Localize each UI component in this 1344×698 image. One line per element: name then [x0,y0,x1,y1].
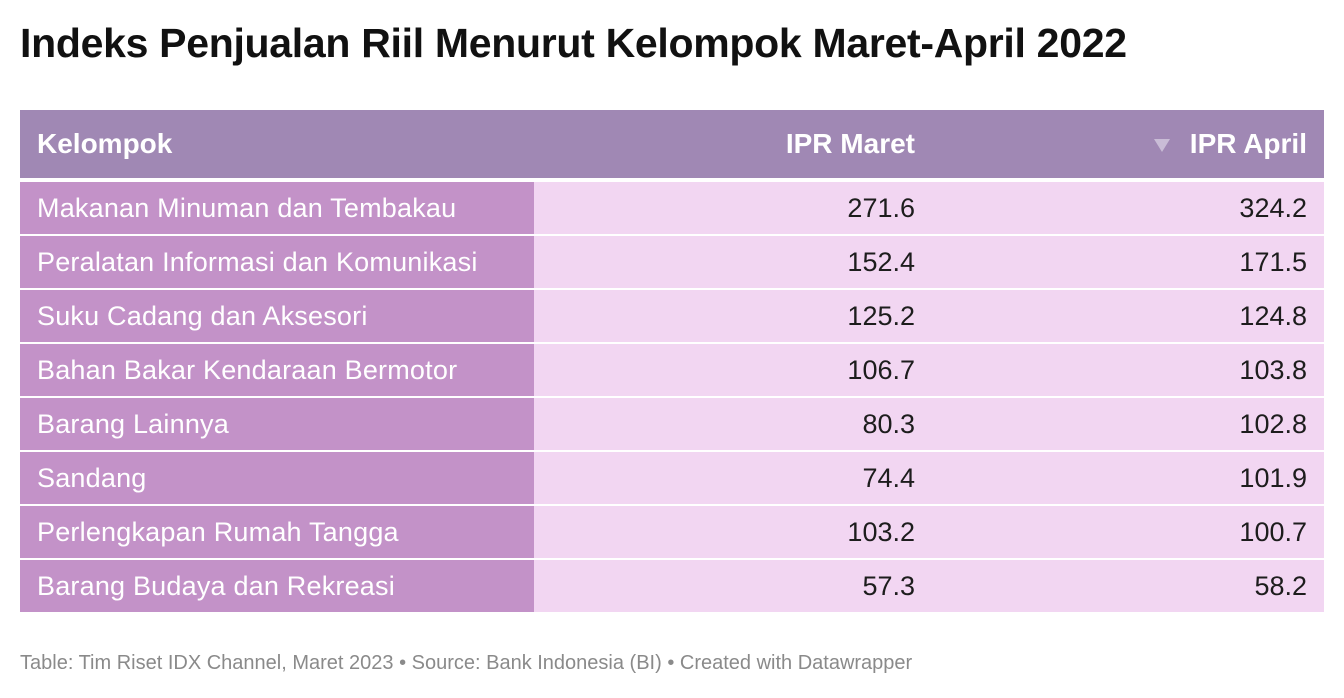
cell-ipr-maret: 57.3 [862,570,915,601]
header-ipr-april-label: IPR April [1189,128,1307,159]
table-row: Suku Cadang dan Aksesori 125.2 124.8 [20,290,1324,344]
cell-ipr-april: 103.8 [1239,354,1307,385]
header-kelompok[interactable]: Kelompok [37,128,173,159]
cell-kelompok: Makanan Minuman dan Tembakau [20,182,534,234]
header-ipr-maret[interactable]: IPR Maret [785,128,915,159]
cell-ipr-maret: 152.4 [847,246,915,277]
cell-ipr-april: 58.2 [1254,570,1307,601]
cell-ipr-april: 324.2 [1239,192,1307,223]
cell-kelompok: Sandang [20,452,534,504]
table-row: Barang Lainnya 80.3 102.8 [20,398,1324,452]
cell-ipr-maret: 106.7 [847,354,915,385]
cell-kelompok: Barang Budaya dan Rekreasi [20,560,534,612]
table-row: Barang Budaya dan Rekreasi 57.3 58.2 [20,560,1324,612]
cell-ipr-maret: 125.2 [847,300,915,331]
chart-title: Indeks Penjualan Riil Menurut Kelompok M… [20,20,1127,66]
cell-ipr-maret: 271.6 [847,192,915,223]
table-body: Makanan Minuman dan Tembakau 271.6 324.2 Pe… [20,182,1324,612]
cell-ipr-april: 171.5 [1239,246,1307,277]
cell-ipr-april: 124.8 [1239,300,1307,331]
cell-kelompok: Perlengkapan Rumah Tangga [20,506,534,558]
sort-descending-icon [1153,138,1170,152]
cell-ipr-maret: 80.3 [862,408,915,439]
cell-kelompok: Barang Lainnya [20,398,534,450]
cell-kelompok: Bahan Bakar Kendaraan Bermotor [20,344,534,396]
table-row: Bahan Bakar Kendaraan Bermotor 106.7 103.8 [20,344,1324,398]
cell-ipr-april: 100.7 [1239,516,1307,547]
table-row: Sandang 74.4 101.9 [20,452,1324,506]
cell-ipr-maret: 74.4 [862,462,915,493]
cell-ipr-april: 102.8 [1239,408,1307,439]
footer-credits: Table: Tim Riset IDX Channel, Maret 2023… [20,652,913,674]
data-table: Kelompok IPR Maret IPR April Makanan Min… [20,110,1324,612]
table-row: Makanan Minuman dan Tembakau 271.6 324.2 [20,182,1324,236]
table-header: Kelompok IPR Maret IPR April [20,110,1324,182]
cell-kelompok: Suku Cadang dan Aksesori [20,290,534,342]
cell-ipr-maret: 103.2 [847,516,915,547]
table-row: Perlengkapan Rumah Tangga 103.2 100.7 [20,506,1324,560]
table-row: Peralatan Informasi dan Komunikasi 152.4 1… [20,236,1324,290]
header-ipr-april[interactable]: IPR April [915,128,1324,160]
cell-ipr-april: 101.9 [1239,462,1307,493]
cell-kelompok: Peralatan Informasi dan Komunikasi [20,236,534,288]
